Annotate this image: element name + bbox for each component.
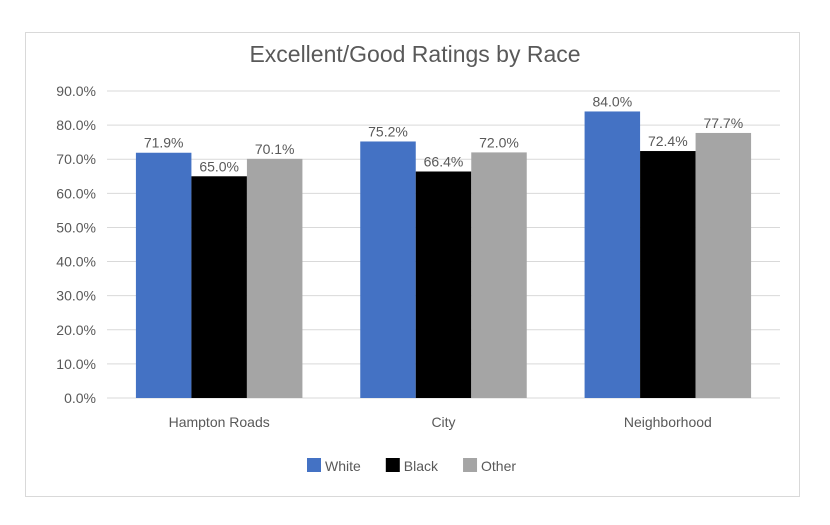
y-tick-label: 80.0% [56,117,96,133]
data-label: 66.4% [424,154,464,170]
y-tick-label: 50.0% [56,219,96,235]
x-tick-label: City [431,414,455,430]
bar-black [640,151,696,398]
data-label: 70.1% [255,141,295,157]
data-label: 71.9% [144,135,184,151]
bar-white [360,141,416,399]
bar-black [415,171,472,398]
legend-label: Black [404,458,439,474]
y-tick-label: 60.0% [56,185,96,201]
data-label: 75.2% [368,123,408,139]
y-tick-label: 30.0% [56,288,96,304]
y-tick-label: 40.0% [56,254,96,270]
legend-label: Other [481,458,516,474]
bar-other [471,152,527,398]
legend-swatch-other [463,458,478,472]
data-label: 72.4% [648,133,688,149]
x-tick-label: Neighborhood [624,414,712,430]
y-tick-label: 90.0% [56,83,96,99]
bar-other [246,158,303,398]
y-tick-label: 70.0% [56,151,96,167]
data-label: 77.7% [703,115,743,131]
data-label: 65.0% [199,158,239,174]
bar-other [695,132,752,398]
chart-frame [25,32,800,497]
x-tick-label: Hampton Roads [169,414,270,430]
bar-white [584,111,641,398]
bar-black [191,176,247,398]
y-tick-label: 0.0% [64,390,96,406]
legend-swatch-white [307,458,321,472]
y-tick-label: 10.0% [56,356,96,372]
legend-label: White [325,458,361,474]
legend-swatch-black [385,458,400,472]
y-tick-label: 20.0% [56,322,96,338]
chart-title: Excellent/Good Ratings by Race [249,41,580,67]
bar-white [135,152,192,398]
data-label: 72.0% [479,134,519,150]
data-label: 84.0% [592,93,632,109]
